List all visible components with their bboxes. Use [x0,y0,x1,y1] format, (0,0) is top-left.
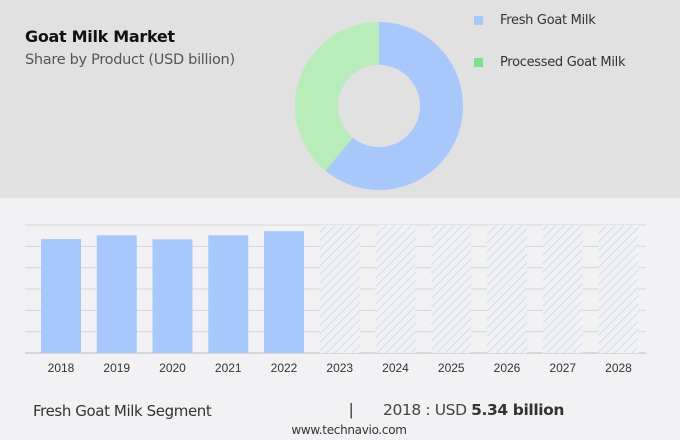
segment-value-prefix: 2018 : USD [383,401,472,419]
legend-label: Processed Goat Milk [500,55,626,70]
bar-2022 [264,231,304,353]
chart-subtitle: Share by Product (USD billion) [25,52,235,68]
x-axis-label: 2021 [215,361,242,375]
bar-forecast-2026 [487,225,527,353]
legend-swatch-processed [474,58,483,67]
donut-slice-processed [295,22,379,171]
footer-divider: | [349,400,354,419]
x-axis-label: 2028 [605,361,632,375]
chart-title: Goat Milk Market [25,27,175,46]
x-axis-label: 2020 [159,361,186,375]
bar-chart: 2018 2019 2020 2021 2022 2023 2024 2025 2026 2027… [25,224,646,375]
bar-2020 [152,239,193,353]
bar-forecast-2023 [319,225,360,353]
segment-value-amount: 5.34 billion [471,401,565,419]
x-axis-label: 2022 [271,361,298,375]
bar-2018 [41,239,81,353]
x-axis-label: 2025 [438,361,465,375]
bar-2021 [208,235,249,353]
donut-chart [295,22,464,191]
header-band: Goat Milk Market Share by Product (USD b… [0,0,680,198]
bar-forecast-2025 [431,225,472,353]
bar-forecast-2024 [375,225,416,353]
x-axis-label: 2023 [326,361,353,375]
legend-label: Fresh Goat Milk [500,13,596,28]
bar-forecast-2028 [598,225,639,353]
x-axis-label: 2026 [494,361,521,375]
donut-slice-fresh [325,22,464,191]
bar-forecast-2027 [542,225,583,353]
x-axis-label: 2019 [103,361,130,375]
legend-swatch-fresh [474,16,483,25]
source-url[interactable]: www.technavio.com [291,423,407,437]
segment-value: 2018 : USD 5.34 billion [383,401,564,419]
segment-label: Fresh Goat Milk Segment [33,402,212,420]
x-axis-label: 2018 [48,361,75,375]
bar-2019 [96,235,137,353]
x-axis-label: 2024 [382,361,409,375]
x-axis-label: 2027 [549,361,576,375]
